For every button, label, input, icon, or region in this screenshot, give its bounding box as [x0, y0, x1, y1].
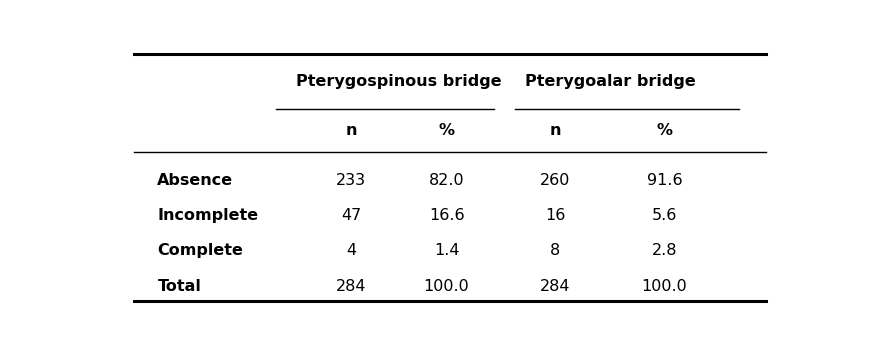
Text: 100.0: 100.0 [641, 279, 687, 294]
Text: 82.0: 82.0 [428, 173, 464, 188]
Text: %: % [438, 123, 454, 138]
Text: 2.8: 2.8 [651, 244, 676, 258]
Text: 100.0: 100.0 [424, 279, 469, 294]
Text: Complete: Complete [157, 244, 243, 258]
Text: Absence: Absence [157, 173, 233, 188]
Text: n: n [346, 123, 357, 138]
Text: 8: 8 [550, 244, 560, 258]
Text: 284: 284 [336, 279, 366, 294]
Text: Pterygospinous bridge: Pterygospinous bridge [296, 74, 501, 89]
Text: 284: 284 [539, 279, 570, 294]
Text: 16.6: 16.6 [428, 208, 464, 223]
Text: Pterygoalar bridge: Pterygoalar bridge [524, 74, 695, 89]
Text: 260: 260 [539, 173, 570, 188]
Text: 91.6: 91.6 [645, 173, 681, 188]
Text: 1.4: 1.4 [433, 244, 459, 258]
Text: n: n [549, 123, 560, 138]
Text: Total: Total [157, 279, 201, 294]
Text: %: % [656, 123, 672, 138]
Text: 4: 4 [346, 244, 356, 258]
Text: Incomplete: Incomplete [157, 208, 258, 223]
Text: 47: 47 [341, 208, 361, 223]
Text: 233: 233 [336, 173, 366, 188]
Text: 16: 16 [545, 208, 565, 223]
Text: 5.6: 5.6 [651, 208, 676, 223]
